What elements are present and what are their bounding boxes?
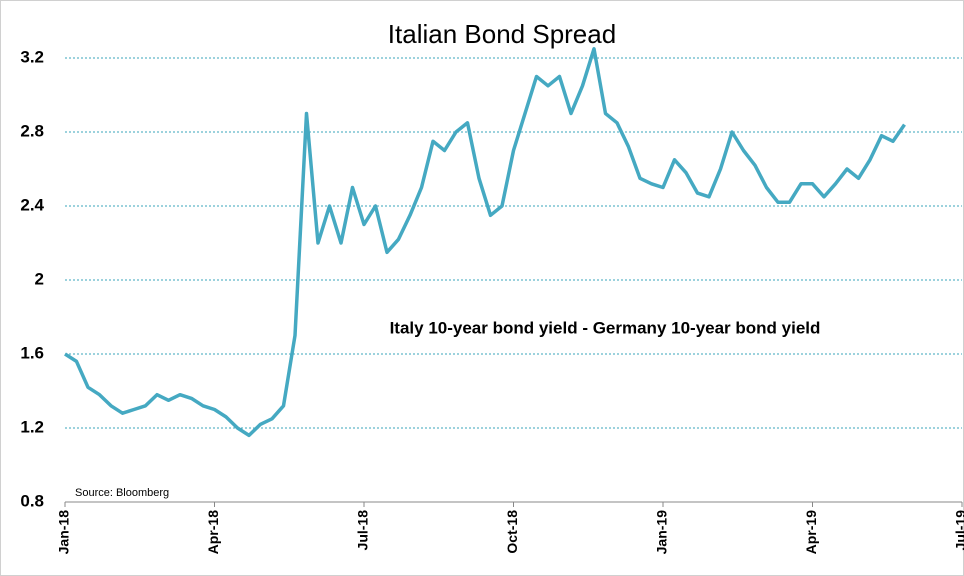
data-line xyxy=(64,47,906,438)
annotation: Italy 10-year bond yield - Germany 10-ye… xyxy=(390,318,821,337)
source-note: Source: Bloomberg xyxy=(75,487,169,499)
y-tick-label: 2 xyxy=(35,269,44,288)
y-tick-label: 1.2 xyxy=(20,417,44,436)
x-tick-label: Jan-19 xyxy=(654,510,670,555)
x-tick-label: Oct-18 xyxy=(504,510,520,554)
y-tick-label: 1.6 xyxy=(20,343,44,362)
chart-title: Italian Bond Spread xyxy=(388,19,616,49)
x-tick-label: Jan-18 xyxy=(56,510,72,555)
y-tick-label: 0.8 xyxy=(20,491,44,510)
y-tick-label: 2.8 xyxy=(20,121,44,140)
x-tick-label: Jul-19 xyxy=(953,510,964,551)
y-tick-label: 2.4 xyxy=(20,195,44,214)
x-tick-label: Apr-19 xyxy=(803,510,819,555)
y-tick-label: 3.2 xyxy=(20,47,44,66)
x-tick-label: Apr-18 xyxy=(205,510,221,555)
x-tick-label: Jul-18 xyxy=(355,510,371,551)
